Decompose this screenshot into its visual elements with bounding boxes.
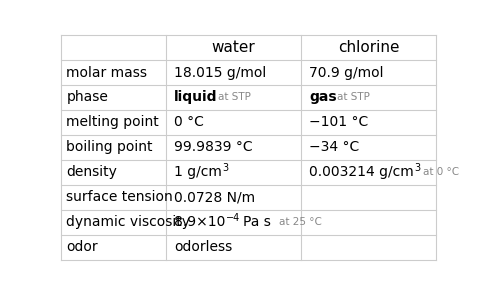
Text: 3: 3 [413, 163, 420, 173]
Text: at STP: at STP [336, 93, 369, 102]
Text: 18.015 g/mol: 18.015 g/mol [174, 65, 266, 79]
Text: at 25 °C: at 25 °C [279, 218, 321, 227]
Text: melting point: melting point [66, 115, 159, 129]
Text: −4: −4 [225, 213, 239, 223]
Text: dynamic viscosity: dynamic viscosity [66, 215, 190, 230]
Text: 1 g/cm: 1 g/cm [174, 166, 222, 180]
Text: Pa s: Pa s [242, 215, 279, 230]
Text: 70.9 g/mol: 70.9 g/mol [309, 65, 383, 79]
Text: −34 °C: −34 °C [309, 140, 359, 154]
Text: at STP: at STP [217, 93, 250, 102]
Text: surface tension: surface tension [66, 190, 173, 204]
Text: chlorine: chlorine [337, 40, 399, 55]
Text: 0.003214 g/cm: 0.003214 g/cm [309, 166, 413, 180]
Text: water: water [211, 40, 255, 55]
Text: molar mass: molar mass [66, 65, 147, 79]
Text: 8.9×10: 8.9×10 [174, 215, 225, 230]
Text: 99.9839 °C: 99.9839 °C [174, 140, 252, 154]
Text: 0.0728 N/m: 0.0728 N/m [174, 190, 255, 204]
Text: at 0 °C: at 0 °C [423, 167, 458, 178]
Text: density: density [66, 166, 117, 180]
Text: odorless: odorless [174, 240, 232, 254]
Text: 3: 3 [222, 163, 227, 173]
Text: gas: gas [309, 91, 336, 105]
Text: 0 °C: 0 °C [174, 115, 204, 129]
Text: phase: phase [66, 91, 108, 105]
Text: odor: odor [66, 240, 98, 254]
Text: boiling point: boiling point [66, 140, 152, 154]
Text: −101 °C: −101 °C [309, 115, 368, 129]
Text: liquid: liquid [174, 91, 217, 105]
